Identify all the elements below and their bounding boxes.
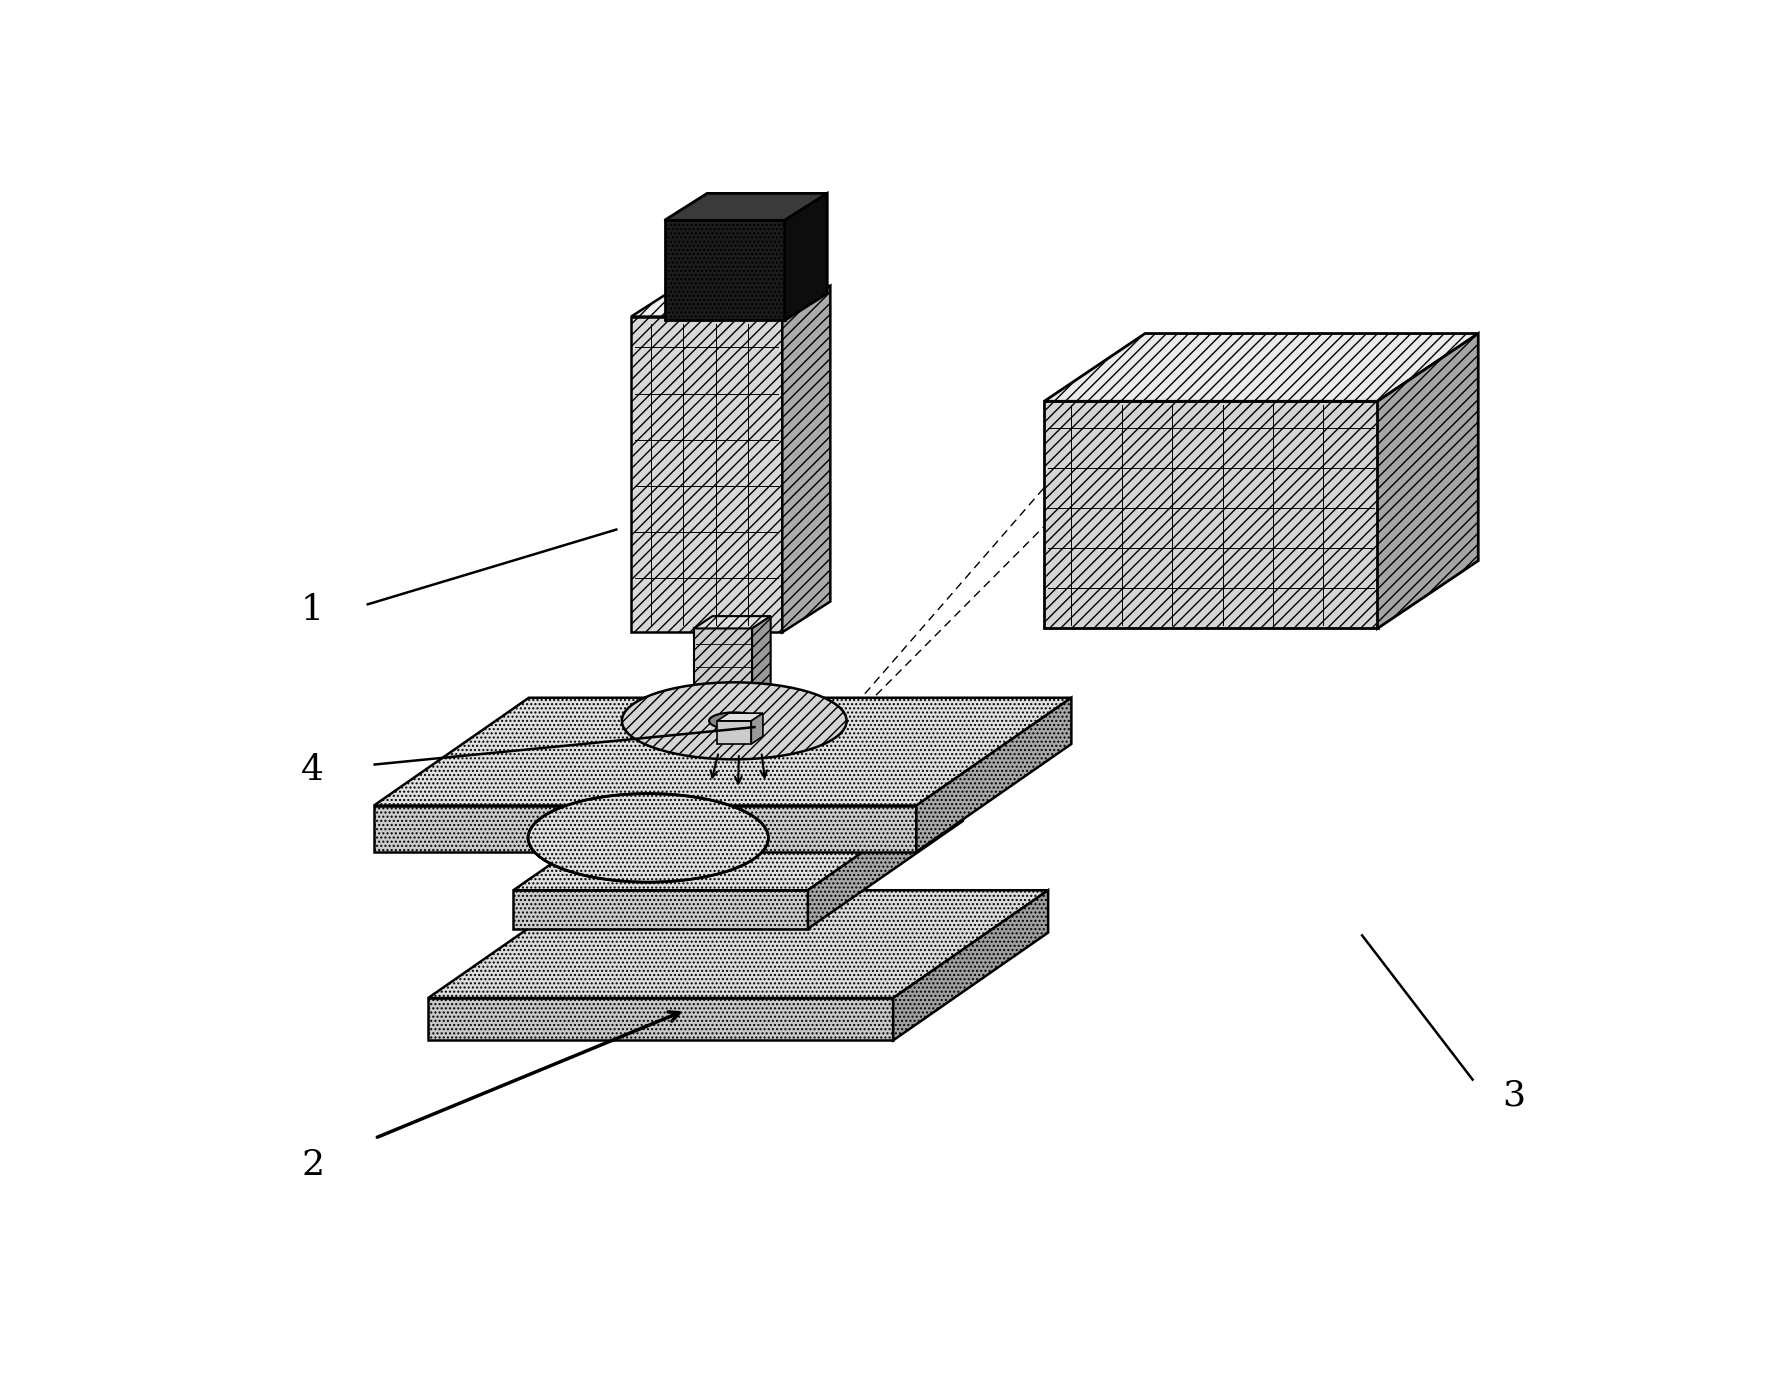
Ellipse shape bbox=[527, 793, 768, 882]
Polygon shape bbox=[807, 782, 962, 929]
Polygon shape bbox=[374, 698, 1071, 806]
Text: 1: 1 bbox=[301, 592, 324, 627]
Text: 3: 3 bbox=[1502, 1079, 1525, 1112]
Polygon shape bbox=[752, 713, 763, 743]
Polygon shape bbox=[916, 698, 1071, 852]
Polygon shape bbox=[428, 890, 1048, 999]
Ellipse shape bbox=[709, 713, 759, 730]
Polygon shape bbox=[428, 999, 893, 1040]
Polygon shape bbox=[693, 616, 770, 628]
Polygon shape bbox=[631, 316, 782, 632]
Polygon shape bbox=[1377, 333, 1479, 628]
Polygon shape bbox=[716, 721, 752, 743]
Polygon shape bbox=[631, 286, 830, 316]
Polygon shape bbox=[1044, 333, 1479, 401]
Polygon shape bbox=[752, 616, 770, 713]
Polygon shape bbox=[665, 221, 784, 320]
Polygon shape bbox=[513, 782, 962, 890]
Polygon shape bbox=[693, 628, 752, 713]
Ellipse shape bbox=[622, 682, 846, 759]
Polygon shape bbox=[665, 193, 827, 221]
Polygon shape bbox=[782, 286, 830, 632]
Polygon shape bbox=[893, 890, 1048, 1040]
Text: 2: 2 bbox=[301, 1148, 324, 1182]
Polygon shape bbox=[374, 806, 916, 852]
Polygon shape bbox=[716, 713, 763, 721]
Polygon shape bbox=[1044, 401, 1377, 628]
Text: 4: 4 bbox=[301, 753, 324, 786]
Polygon shape bbox=[513, 890, 807, 929]
Polygon shape bbox=[784, 193, 827, 320]
